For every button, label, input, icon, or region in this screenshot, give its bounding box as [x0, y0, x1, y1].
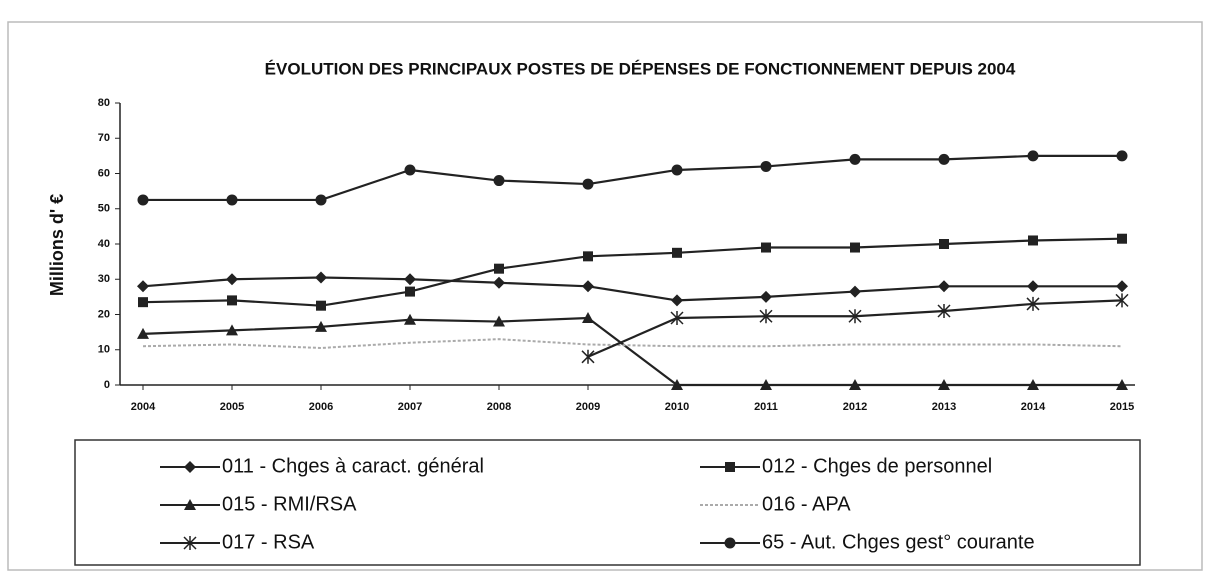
data-point: [493, 276, 505, 289]
legend-label: 016 - APA: [762, 493, 851, 515]
data-point: [315, 271, 327, 284]
data-point: [760, 379, 772, 390]
data-point: [583, 251, 593, 262]
y-tick-label: 20: [98, 308, 110, 320]
legend-label: 015 - RMI/RSA: [222, 493, 357, 515]
data-point: [582, 280, 594, 293]
data-point: [1027, 150, 1039, 162]
data-point: [849, 379, 861, 390]
data-point: [938, 379, 950, 390]
series-line: [142, 338, 1123, 349]
series-line: [587, 299, 1123, 358]
y-tick-label: 0: [104, 379, 110, 391]
legend-label: 012 - Chges de personnel: [762, 455, 992, 477]
x-tick-label: 2008: [487, 401, 511, 413]
data-point: [493, 175, 505, 187]
x-tick-label: 2005: [220, 401, 244, 413]
x-tick-label: 2015: [1110, 401, 1134, 413]
data-point: [1117, 233, 1127, 244]
legend-marker: [183, 536, 197, 550]
legend-box: [74, 439, 1141, 566]
x-tick-label: 2014: [1021, 401, 1046, 413]
x-tick-label: 2004: [131, 401, 156, 413]
data-point: [315, 320, 327, 332]
data-point: [760, 290, 772, 303]
data-point: [1027, 379, 1039, 390]
data-point: [315, 194, 327, 206]
y-tick-label: 80: [98, 97, 110, 109]
legend-marker: [184, 461, 196, 473]
data-point: [671, 379, 683, 390]
data-point: [1116, 280, 1128, 293]
y-tick-label: 70: [98, 132, 110, 144]
data-point: [1115, 293, 1129, 308]
data-point: [582, 312, 594, 324]
data-point: [1027, 280, 1039, 293]
chart-title: ÉVOLUTION DES PRINCIPAUX POSTES DE DÉPEN…: [265, 59, 1016, 78]
x-tick-label: 2009: [576, 401, 600, 413]
legend-label: 017 - RSA: [222, 531, 315, 553]
data-point: [316, 300, 326, 311]
legend-marker: [724, 537, 736, 549]
series-line: [143, 154, 1122, 202]
frame: [7, 21, 1203, 571]
data-point: [759, 309, 773, 324]
data-point: [581, 349, 595, 364]
data-point: [137, 327, 149, 339]
y-tick-label: 50: [98, 203, 110, 215]
x-tick-label: 2012: [843, 401, 867, 413]
data-point: [405, 286, 415, 297]
data-point: [849, 153, 861, 165]
data-point: [670, 311, 684, 326]
y-axis-label: Millions d' €: [47, 194, 67, 296]
data-point: [493, 315, 505, 327]
data-point: [404, 273, 416, 286]
data-point: [848, 309, 862, 324]
data-point: [672, 247, 682, 258]
data-point: [404, 313, 416, 325]
y-tick-label: 30: [98, 273, 110, 285]
data-point: [1116, 150, 1128, 162]
data-point: [671, 164, 683, 176]
data-point: [937, 303, 951, 318]
data-point: [671, 294, 683, 307]
legend-label: 011 - Chges à caract. général: [222, 455, 484, 477]
data-point: [227, 295, 237, 306]
x-tick-label: 2011: [754, 401, 778, 413]
data-point: [226, 324, 238, 336]
x-tick-label: 2013: [932, 401, 956, 413]
data-point: [226, 273, 238, 286]
data-point: [1026, 296, 1040, 311]
data-point: [850, 242, 860, 253]
x-tick-label: 2006: [309, 401, 333, 413]
data-point: [939, 239, 949, 249]
y-tick-label: 10: [98, 344, 110, 356]
data-point: [137, 194, 149, 206]
data-point: [760, 160, 772, 172]
legend-marker: [725, 462, 735, 472]
data-point: [138, 297, 148, 308]
data-point: [582, 178, 594, 190]
data-point: [938, 280, 950, 293]
data-point: [1028, 235, 1038, 246]
legend-label: 65 - Aut. Chges gest° courante: [762, 531, 1035, 553]
x-tick-label: 2010: [665, 401, 689, 413]
legend-marker: [184, 499, 196, 510]
data-point: [137, 280, 149, 293]
series-line: [142, 276, 1122, 302]
data-point: [761, 242, 771, 253]
y-tick-label: 60: [98, 167, 110, 179]
series-line: [142, 237, 1123, 307]
data-point: [226, 194, 238, 206]
data-point: [494, 263, 504, 274]
data-point: [1116, 379, 1128, 390]
y-tick-label: 40: [98, 238, 110, 250]
data-point: [404, 164, 416, 176]
data-point: [849, 285, 861, 298]
series-line: [142, 316, 1122, 387]
x-tick-label: 2007: [398, 401, 422, 413]
data-point: [938, 153, 950, 165]
